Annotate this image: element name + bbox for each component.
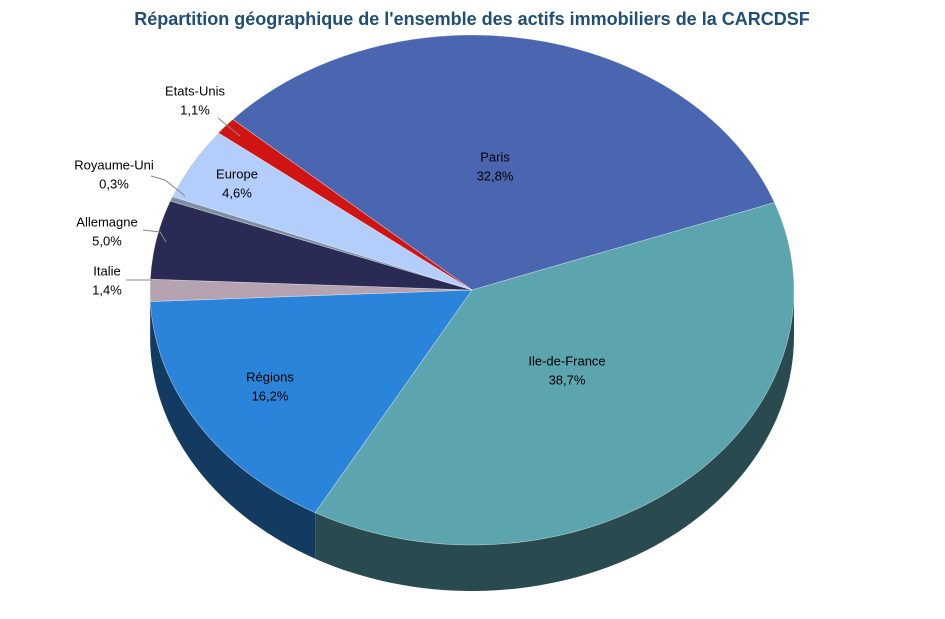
slice-label: Royaume-Uni xyxy=(74,157,154,172)
slice-label: Ile-de-France xyxy=(528,353,605,368)
slice-value-label: 16,2% xyxy=(252,388,289,403)
slice-value-label: 0,3% xyxy=(99,176,129,191)
slice-value-label: 1,1% xyxy=(180,102,210,117)
slice-label: Europe xyxy=(216,166,258,181)
slice-label: Allemagne xyxy=(76,214,137,229)
slice-label: Régions xyxy=(246,369,294,384)
slice-value-label: 38,7% xyxy=(549,372,586,387)
slice-label: Italie xyxy=(93,263,120,278)
slice-value-label: 4,6% xyxy=(222,185,252,200)
pie-tops xyxy=(150,35,794,545)
chart-title: Répartition géographique de l'ensemble d… xyxy=(134,9,809,29)
slice-label: Paris xyxy=(480,149,510,164)
slice-label: Etats-Unis xyxy=(165,83,225,98)
slice-value-label: 32,8% xyxy=(477,168,514,183)
slice-value-label: 5,0% xyxy=(92,233,122,248)
slice-value-label: 1,4% xyxy=(92,282,122,297)
